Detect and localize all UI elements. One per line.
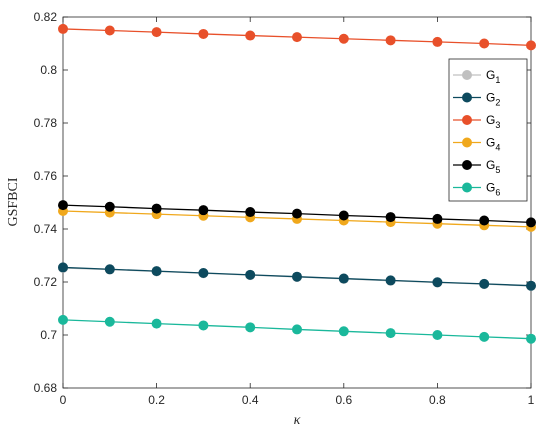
- y-axis-label: GSFBCI: [6, 177, 21, 226]
- x-tick-label: 0.4: [242, 393, 259, 407]
- data-point: [104, 201, 115, 212]
- legend-marker: [462, 182, 472, 193]
- data-point: [479, 278, 490, 289]
- legend-label: G1: [486, 68, 500, 85]
- data-point: [338, 273, 349, 284]
- y-tick-label: 0.68: [34, 381, 58, 395]
- data-point: [526, 333, 536, 344]
- legend-marker: [462, 160, 472, 170]
- data-point: [338, 33, 349, 44]
- legend-label: G2: [486, 91, 500, 108]
- x-tick-label: 0: [60, 393, 67, 407]
- data-point: [292, 324, 302, 335]
- y-tick-label: 0.78: [34, 116, 58, 130]
- data-point: [198, 205, 209, 216]
- data-point: [479, 331, 490, 342]
- series-g2: [58, 262, 536, 291]
- y-tick-label: 0.74: [34, 222, 58, 236]
- data-point: [151, 318, 162, 329]
- series-g5: [58, 200, 536, 228]
- data-point: [104, 264, 115, 275]
- legend-marker: [462, 137, 472, 148]
- data-point: [58, 314, 68, 325]
- data-point: [198, 320, 209, 331]
- legend-marker: [462, 92, 472, 103]
- data-point: [104, 316, 115, 327]
- data-point: [58, 23, 68, 34]
- data-point: [58, 200, 68, 211]
- data-point: [432, 36, 443, 47]
- legend-marker: [462, 70, 472, 80]
- data-point: [245, 30, 256, 41]
- legend-label: G6: [486, 181, 500, 198]
- legend-item: G5: [453, 158, 500, 175]
- x-tick-label: 0.2: [148, 393, 165, 407]
- data-point: [479, 215, 490, 226]
- data-point: [385, 35, 396, 46]
- x-axis-label: κ: [294, 413, 301, 428]
- data-point: [198, 267, 209, 278]
- y-tick-label: 0.82: [34, 10, 58, 24]
- legend-marker: [462, 115, 472, 125]
- x-tick-label: 0.6: [335, 393, 352, 407]
- data-point: [151, 27, 162, 38]
- data-point: [198, 28, 209, 39]
- legend-item: G1: [453, 68, 500, 85]
- data-point: [245, 269, 256, 280]
- data-point: [245, 207, 256, 218]
- x-tick-label: 1: [528, 393, 535, 407]
- y-axis-ticks: 0.68 0.7 0.72 0.74 0.76 0.78 0.8 0.82: [34, 10, 531, 395]
- y-tick-label: 0.7: [40, 328, 57, 342]
- legend-item: G3: [453, 113, 500, 130]
- y-tick-label: 0.76: [34, 169, 58, 183]
- series-g6: [58, 314, 536, 344]
- data-point: [292, 32, 302, 43]
- y-tick-label: 0.8: [40, 63, 57, 77]
- data-point: [526, 40, 536, 51]
- data-point: [385, 275, 396, 286]
- y-tick-label: 0.72: [34, 275, 58, 289]
- legend-item: G4: [453, 136, 500, 153]
- legend-box: [448, 58, 528, 202]
- data-point: [432, 277, 443, 288]
- data-point: [151, 266, 162, 277]
- data-point: [526, 280, 536, 291]
- series-layer: [58, 23, 536, 344]
- data-point: [479, 38, 490, 49]
- x-axis-ticks: 0 0.2 0.4 0.6 0.8 1: [60, 17, 535, 407]
- legend-item: G2: [453, 91, 500, 108]
- data-point: [104, 25, 115, 36]
- data-point: [151, 203, 162, 214]
- data-point: [526, 217, 536, 228]
- legend: G1 G2 G3 G4 G5 G6: [448, 58, 528, 202]
- data-point: [58, 262, 68, 273]
- data-point: [338, 326, 349, 337]
- data-point: [338, 210, 349, 221]
- legend-label: G5: [486, 158, 500, 175]
- data-point: [385, 212, 396, 223]
- data-point: [432, 330, 443, 340]
- x-tick-label: 0.8: [429, 393, 446, 407]
- data-point: [292, 208, 302, 219]
- data-point: [245, 322, 256, 333]
- legend-label: G3: [486, 113, 500, 130]
- legend-item: G6: [453, 181, 500, 198]
- series-g3: [58, 23, 536, 51]
- data-point: [432, 213, 443, 224]
- legend-label: G4: [486, 136, 500, 153]
- data-point: [292, 271, 302, 282]
- data-point: [385, 328, 396, 339]
